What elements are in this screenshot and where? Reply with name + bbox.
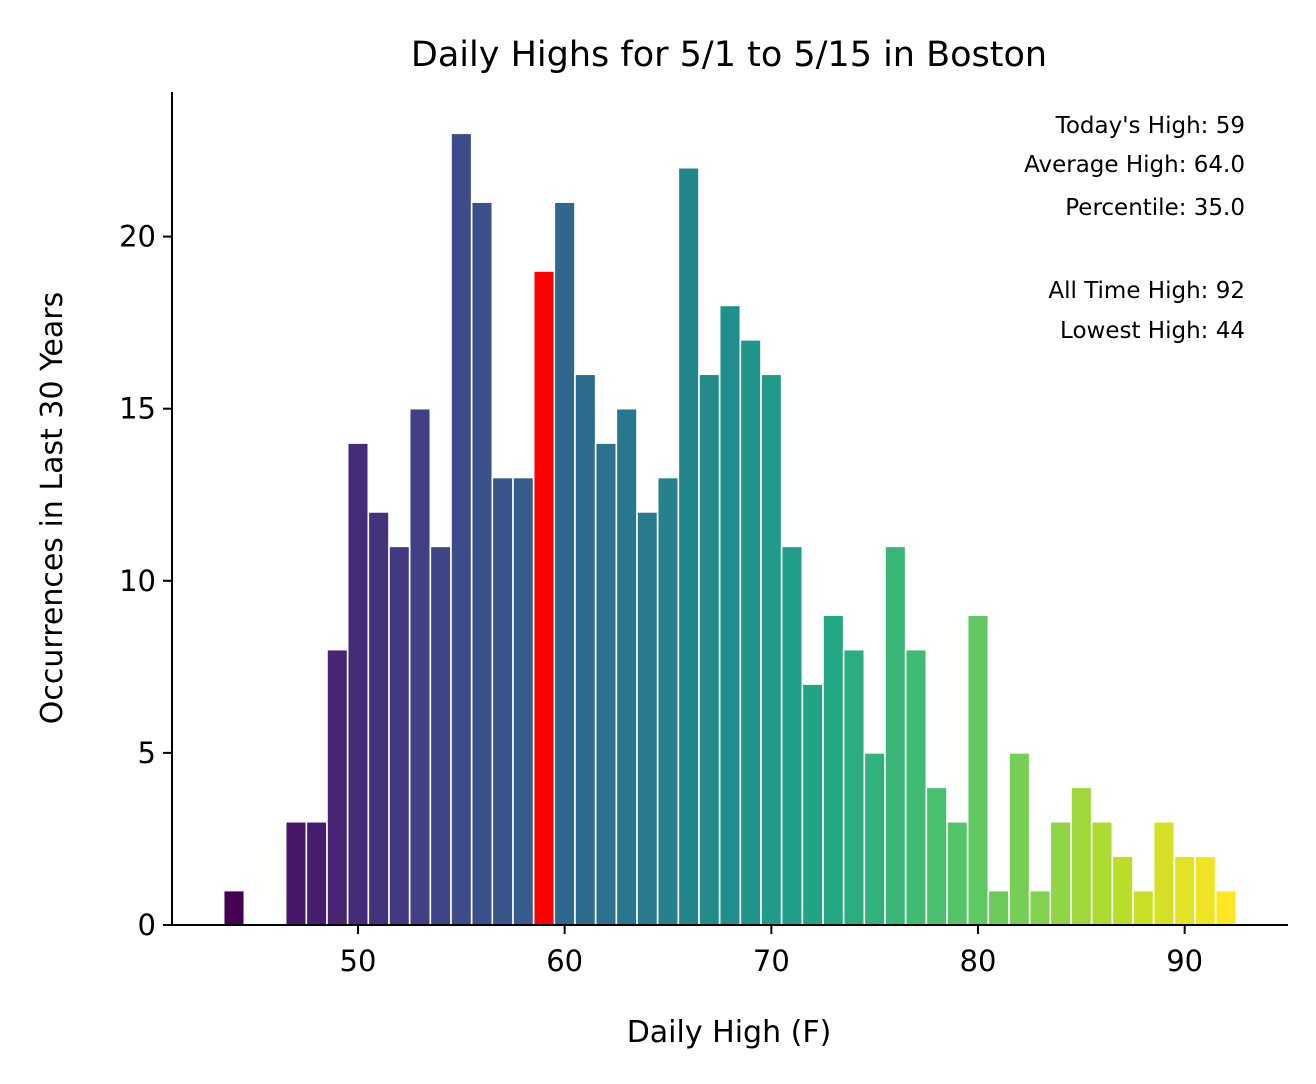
bar-70 [760,373,783,926]
bar-81 [987,889,1010,926]
x-tick-label-50: 50 [340,944,377,978]
x-tick-label-60: 60 [546,944,583,978]
annotation-todays-high: Today's High: 59 [1055,113,1245,139]
y-tick-label-15: 15 [119,392,156,426]
bar-61 [574,373,597,926]
x-tick-label-70: 70 [753,944,790,978]
bar-72 [801,683,824,926]
bar-51 [367,511,390,926]
bar-52 [388,545,411,926]
bar-78 [925,786,948,926]
bar-88 [1132,889,1155,926]
bar-60 [553,201,576,926]
bar-68 [718,304,742,926]
bar-83 [1028,889,1052,926]
bar-85 [1070,786,1093,926]
bar-67 [698,373,721,926]
bar-71 [780,545,804,926]
x-tick-label-80: 80 [960,944,997,978]
bar-73 [822,614,845,926]
chart-title: Daily Highs for 5/1 to 5/15 in Boston [411,35,1047,75]
bar-59 [532,270,556,926]
bar-76 [884,545,907,926]
bar-89 [1152,820,1176,926]
bar-54 [429,545,452,926]
bar-50 [346,442,370,926]
bar-63 [615,407,638,926]
annotation-average-high: Average High: 64.0 [1024,152,1245,178]
bar-48 [305,820,328,926]
bar-62 [594,442,618,926]
bar-65 [656,476,680,926]
bar-53 [408,407,432,926]
bar-49 [326,648,349,926]
bar-91 [1194,855,1217,926]
annotation-all-time-high: All Time High: 92 [1048,278,1245,304]
bar-55 [450,132,473,926]
bar-74 [842,648,866,926]
y-tick-label-20: 20 [119,220,156,254]
y-tick-label-0: 0 [138,908,156,942]
y-axis-label: Occurrences in Last 30 Years [35,292,70,724]
bar-79 [946,820,969,926]
bar-56 [470,201,494,926]
y-ticks: 0 5 10 15 20 [119,220,172,942]
bar-44 [222,889,246,926]
annotation-lowest-high: Lowest High: 44 [1060,318,1245,344]
bar-80 [966,614,990,926]
y-tick-label-5: 5 [138,736,156,770]
bar-69 [739,339,762,926]
bar-87 [1111,855,1134,926]
bar-57 [491,476,514,926]
bars-group [222,132,1238,926]
x-ticks: 50 60 70 80 90 [340,925,1203,978]
x-tick-label-90: 90 [1166,944,1203,978]
bar-90 [1173,855,1196,926]
stats-annotation: Today's High: 59 Average High: 64.0 Perc… [1024,113,1245,344]
bar-47 [284,820,308,926]
bar-86 [1090,820,1114,926]
bar-64 [636,511,659,926]
bar-75 [863,752,886,926]
bar-66 [677,166,700,926]
annotation-percentile: Percentile: 35.0 [1065,195,1245,221]
bar-77 [904,648,928,926]
bar-92 [1214,889,1238,926]
y-tick-label-10: 10 [119,564,156,598]
bar-82 [1008,752,1031,926]
x-axis-label: Daily High (F) [627,1015,832,1050]
bar-58 [512,476,535,926]
bar-84 [1049,820,1072,926]
